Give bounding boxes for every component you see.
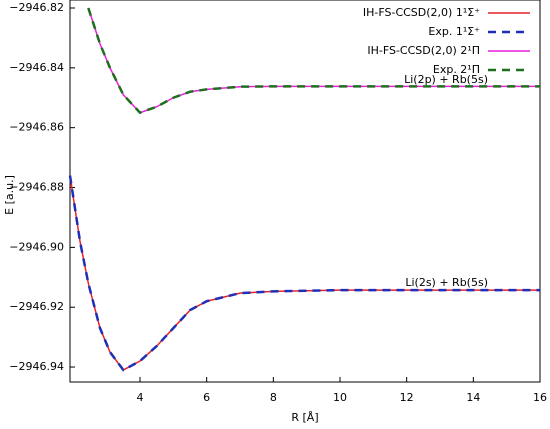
x-tick-label: 16 [533,391,547,404]
y-tick-label: −2946.94 [9,360,64,373]
y-tick-label: −2946.86 [9,121,64,134]
y-axis-title: E [a.u.] [3,175,16,215]
x-tick-label: 6 [203,391,210,404]
annotation: Li(2s) + Rb(5s) [405,276,488,289]
x-tick-label: 4 [137,391,144,404]
series-line [87,7,540,114]
legend-label: Exp. 2¹Π [433,63,480,76]
y-tick-label: −2946.90 [9,240,64,253]
x-tick-label: 10 [333,391,347,404]
y-tick-label: −2946.92 [9,300,64,313]
legend-label: Exp. 1¹Σ⁺ [428,25,480,38]
plot-frame [69,0,541,383]
y-tick-label: −2946.82 [9,1,64,14]
y-tick-label: −2946.84 [9,61,64,74]
y-tick-label: −2946.88 [9,181,64,194]
legend-label: IH-FS-CCSD(2,0) 1¹Σ⁺ [363,6,480,19]
series-line [69,175,540,371]
x-tick-label: 14 [466,391,480,404]
series-line [68,175,540,372]
x-tick-label: 8 [270,391,277,404]
x-tick-label: 12 [400,391,414,404]
legend-label: IH-FS-CCSD(2,0) 2¹Π [367,44,480,57]
series-line [87,7,540,115]
annotation: Li(2p) + Rb(5s) [404,73,488,86]
x-axis-title: R [Å] [291,411,318,424]
